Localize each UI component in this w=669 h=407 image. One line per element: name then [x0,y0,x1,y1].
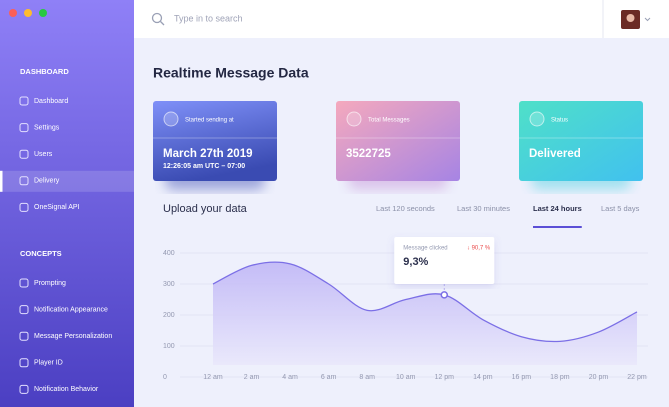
active-indicator [0,170,3,192]
x-tick-label: 12 am [203,374,223,381]
y-tick-label: 300 [163,281,175,288]
menu-item[interactable]: Prompting [34,280,66,287]
menu-item[interactable]: Dashboard [34,98,68,105]
menu-icon [19,331,29,341]
x-tick-label: 10 am [396,374,416,381]
avatar [626,14,635,22]
menu-item[interactable]: Settings [34,124,60,131]
menu-item[interactable]: Users [34,151,53,158]
x-tick-label: 6 am [321,374,337,381]
tooltip-value: 9,3% [403,256,428,268]
menu-item[interactable]: OneSignal API [34,204,80,211]
close-button[interactable] [9,9,17,17]
section-title: Upload your data [163,203,248,215]
y-tick-label: 200 [163,312,175,319]
x-tick-label: 22 pm [627,374,647,381]
menu-item[interactable]: Message Personalization [34,333,112,340]
menu-icon [19,149,29,159]
card-label: Started sending at [185,118,234,124]
card [519,101,643,181]
menu-icon [19,358,29,368]
sidebar-heading: DASHBOARD [20,67,69,76]
maximize-button[interactable] [39,9,47,17]
menu-icon [19,384,29,394]
page-title: Realtime Message Data [153,65,309,81]
menu-icon [19,176,29,186]
active-highlight [0,170,134,192]
card-icon [346,111,362,127]
x-tick-label: 2 am [244,374,260,381]
menu-item[interactable]: Notification Behavior [34,386,99,393]
caret[interactable] [644,17,651,22]
hover-point[interactable] [440,291,449,299]
tooltip-label: Message clicked [403,246,447,252]
card-value: 3522725 [346,148,391,160]
sidebar-heading: CONCEPTS [20,249,62,258]
menu-icon [19,202,29,212]
line [212,261,638,343]
card-value: Delivered [529,148,581,160]
tab[interactable]: Last 24 hours [533,204,582,213]
search-input[interactable]: Type in to search [174,13,243,23]
tab[interactable]: Last 5 days [601,204,640,213]
card-label: Status [551,118,568,124]
x-tick-label: 14 pm [473,374,493,381]
menu-item[interactable]: Notification Appearance [34,306,108,313]
card-subtext: 12:26:05 am UTC – 07:00 [163,163,245,170]
x-tick-label: 12 pm [435,374,455,381]
minimize-button[interactable] [24,9,32,17]
menu-icon [19,123,29,133]
menu-icon [19,305,29,315]
search-icon [151,12,163,24]
tooltip-change: ↓ 90,7 % [467,246,491,252]
card-label: Total Messages [368,118,410,124]
card [153,101,277,181]
menu-icon [19,278,29,288]
menu-item[interactable]: Player ID [34,360,63,367]
menu-item[interactable]: Delivery [34,178,60,185]
x-tick-label: 8 am [359,374,375,381]
card-icon [529,111,545,127]
top-bar [134,0,669,38]
card [336,101,460,181]
card-value: March 27th 2019 [163,148,253,160]
x-tick-label: 4 am [282,374,298,381]
tooltip [394,237,495,284]
x-tick-label: 18 pm [550,374,570,381]
y-tick-label: 0 [163,374,167,381]
x-tick-label: 16 pm [512,374,532,381]
tab[interactable]: Last 120 seconds [376,204,435,213]
card-icon [163,111,179,127]
tab-underline [533,226,582,228]
search-icon [160,21,165,26]
y-tick-label: 100 [163,343,175,350]
y-tick-label: 400 [163,250,175,257]
menu-icon [19,96,29,106]
x-tick-label: 20 pm [589,374,609,381]
tab[interactable]: Last 30 minutes [457,204,510,213]
